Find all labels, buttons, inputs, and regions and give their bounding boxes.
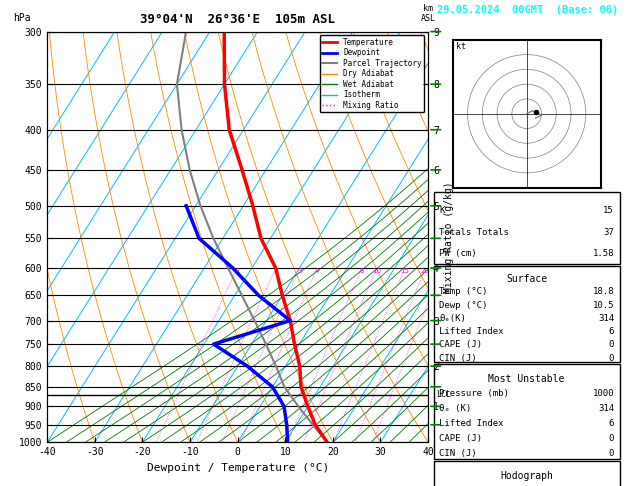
Text: LCL: LCL <box>436 390 451 399</box>
Text: 37: 37 <box>603 227 614 237</box>
Text: 1.58: 1.58 <box>593 249 614 259</box>
Text: PW (cm): PW (cm) <box>439 249 477 259</box>
Text: Temp (°C): Temp (°C) <box>439 288 487 296</box>
Text: 20: 20 <box>421 268 430 274</box>
Y-axis label: Mixing Ratio (g/kg): Mixing Ratio (g/kg) <box>444 181 454 293</box>
Legend: Temperature, Dewpoint, Parcel Trajectory, Dry Adiabat, Wet Adiabat, Isotherm, Mi: Temperature, Dewpoint, Parcel Trajectory… <box>320 35 425 112</box>
Text: 2: 2 <box>274 268 278 274</box>
FancyBboxPatch shape <box>434 461 620 486</box>
Text: 6: 6 <box>609 419 614 428</box>
Text: Pressure (mb): Pressure (mb) <box>439 389 509 398</box>
Text: CIN (J): CIN (J) <box>439 449 477 458</box>
Text: CIN (J): CIN (J) <box>439 354 477 363</box>
Title: 39°04'N  26°36'E  105m ASL: 39°04'N 26°36'E 105m ASL <box>140 13 335 26</box>
Text: 10.5: 10.5 <box>593 301 614 310</box>
Text: km
ASL: km ASL <box>421 4 436 23</box>
Text: 18.8: 18.8 <box>593 288 614 296</box>
Text: 6: 6 <box>609 327 614 336</box>
Text: 4: 4 <box>315 268 320 274</box>
Text: CAPE (J): CAPE (J) <box>439 340 482 349</box>
Text: θₑ(K): θₑ(K) <box>439 314 466 323</box>
Text: Dewp (°C): Dewp (°C) <box>439 301 487 310</box>
Text: hPa: hPa <box>13 14 31 23</box>
Text: 0: 0 <box>609 354 614 363</box>
Text: 1000: 1000 <box>593 389 614 398</box>
Text: 15: 15 <box>401 268 409 274</box>
Text: 25: 25 <box>437 268 446 274</box>
FancyBboxPatch shape <box>434 192 620 263</box>
Text: Hodograph: Hodograph <box>500 470 553 481</box>
Text: 3: 3 <box>298 268 302 274</box>
Text: CAPE (J): CAPE (J) <box>439 434 482 443</box>
Text: θₑ (K): θₑ (K) <box>439 404 472 413</box>
Text: 314: 314 <box>598 404 614 413</box>
FancyBboxPatch shape <box>434 364 620 459</box>
Text: 8: 8 <box>360 268 364 274</box>
Text: Lifted Index: Lifted Index <box>439 327 504 336</box>
Text: Totals Totals: Totals Totals <box>439 227 509 237</box>
Text: Surface: Surface <box>506 274 547 284</box>
Text: 0: 0 <box>609 434 614 443</box>
Text: 15: 15 <box>603 206 614 215</box>
Text: Lifted Index: Lifted Index <box>439 419 504 428</box>
Text: 10: 10 <box>372 268 381 274</box>
Text: 314: 314 <box>598 314 614 323</box>
Text: Most Unstable: Most Unstable <box>489 374 565 384</box>
FancyBboxPatch shape <box>434 266 620 362</box>
Text: 1: 1 <box>235 268 240 274</box>
Text: K: K <box>439 206 445 215</box>
Text: 29.05.2024  00GMT  (Base: 06): 29.05.2024 00GMT (Base: 06) <box>438 5 619 15</box>
X-axis label: Dewpoint / Temperature (°C): Dewpoint / Temperature (°C) <box>147 463 329 473</box>
Text: 0: 0 <box>609 449 614 458</box>
Text: 0: 0 <box>609 340 614 349</box>
